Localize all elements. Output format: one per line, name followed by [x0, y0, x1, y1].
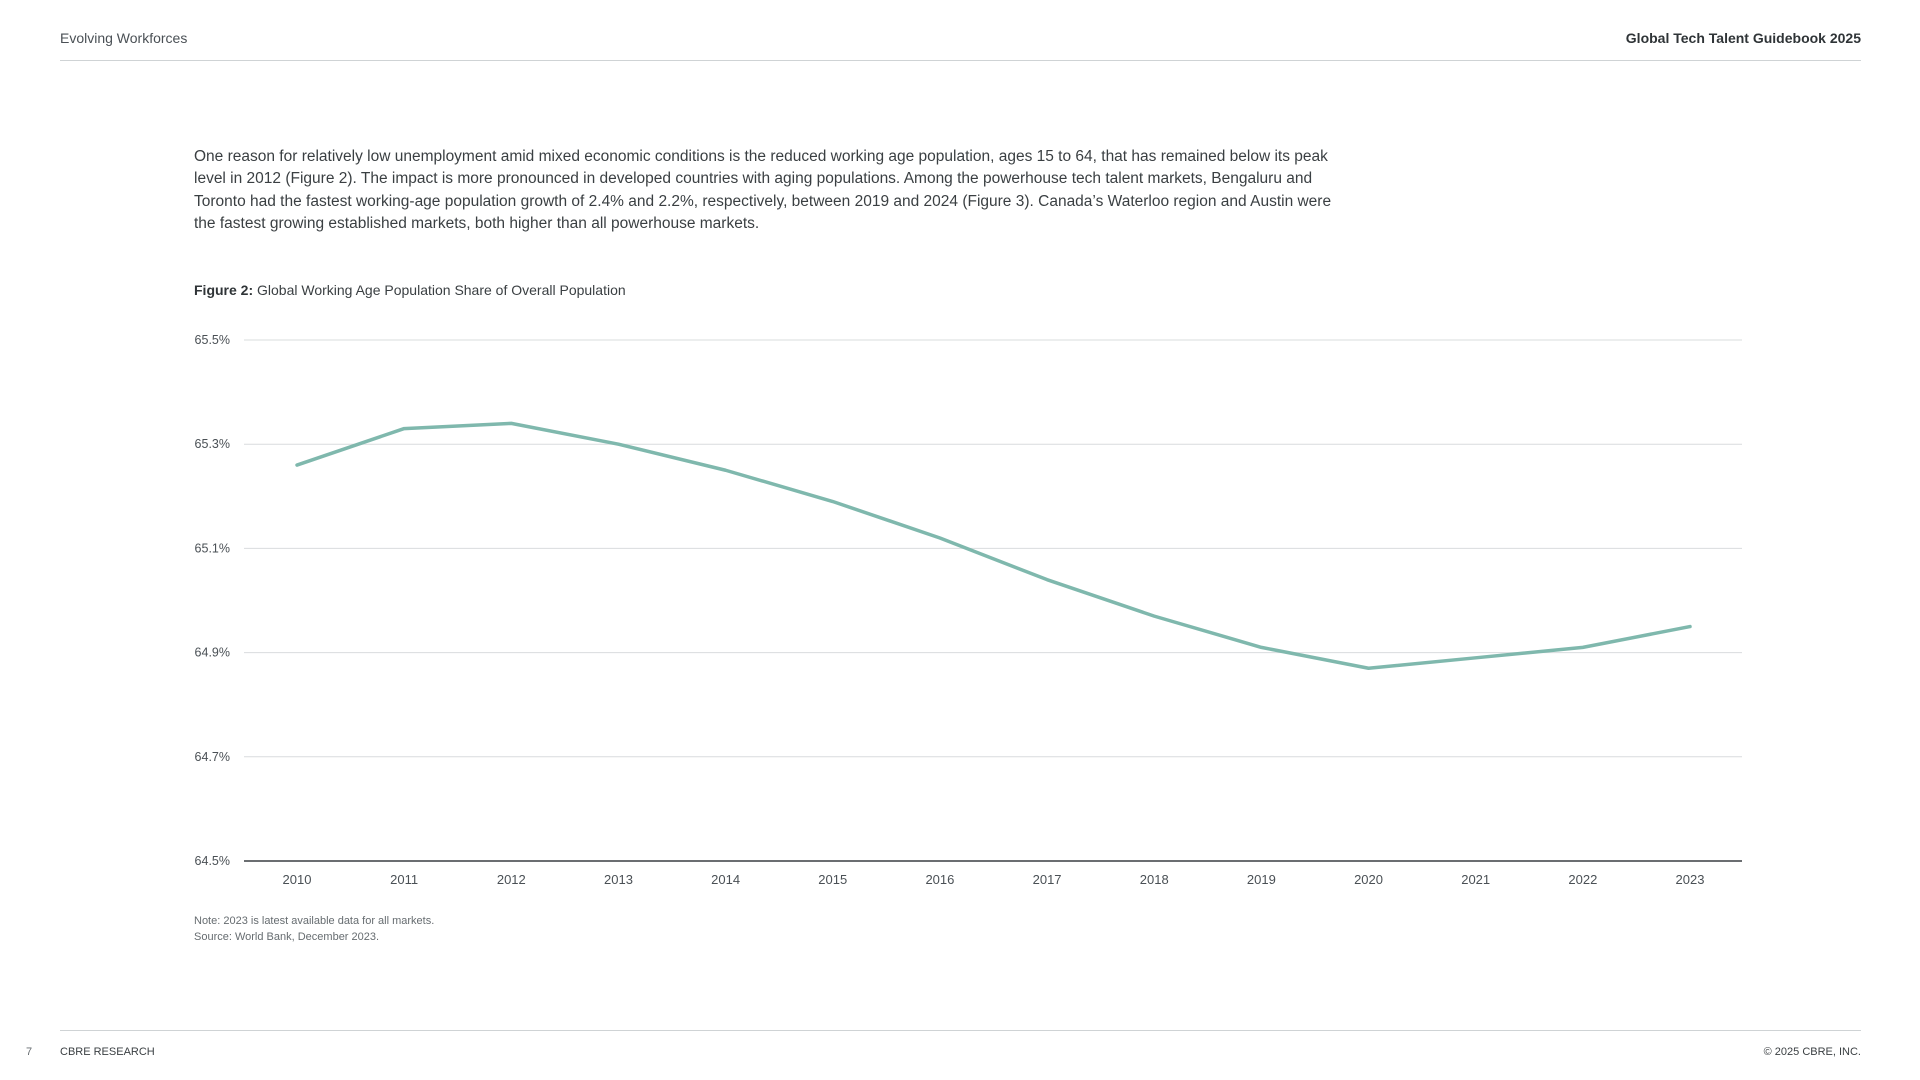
chart-source: Source: World Bank, December 2023.: [194, 931, 380, 943]
publication-title: Global Tech Talent Guidebook 2025: [1625, 30, 1861, 46]
body-paragraph: One reason for relatively low unemployme…: [194, 148, 1332, 233]
x-tick-label: 2020: [1354, 872, 1383, 887]
footer-brand: CBRE RESEARCH: [60, 1046, 155, 1058]
x-tick-label: 2010: [283, 872, 312, 887]
x-tick-label: 2018: [1140, 872, 1169, 887]
page-number: 7: [26, 1046, 33, 1058]
y-tick-label: 64.5%: [195, 854, 230, 868]
y-tick-label: 65.3%: [195, 437, 230, 451]
x-tick-label: 2016: [925, 872, 954, 887]
y-tick-label: 65.5%: [195, 333, 230, 347]
x-tick-label: 2013: [604, 872, 633, 887]
figure-caption: Figure 2: Global Working Age Population …: [194, 282, 626, 298]
figure-title-text: Global Working Age Population Share of O…: [257, 282, 626, 298]
x-tick-label: 2012: [497, 872, 526, 887]
y-tick-label: 65.1%: [195, 541, 230, 555]
x-tick-label: 2011: [390, 872, 418, 887]
x-tick-label: 2023: [1676, 872, 1705, 887]
x-tick-label: 2017: [1033, 872, 1062, 887]
chart-notes: Note: 2023 is latest available data for …: [194, 913, 434, 945]
section-title: Evolving Workforces: [60, 30, 188, 46]
x-tick-label: 2015: [818, 872, 847, 887]
y-tick-label: 64.7%: [195, 750, 230, 764]
x-tick-label: 2022: [1568, 872, 1597, 887]
x-tick-label: 2014: [711, 872, 740, 887]
series-line: [295, 421, 1692, 670]
figure-label: Figure 2:: [194, 282, 254, 298]
header-divider: [60, 60, 1861, 61]
chart-note: Note: 2023 is latest available data for …: [194, 915, 435, 927]
footer-divider: [60, 1030, 1861, 1031]
x-tick-label: 2019: [1247, 872, 1276, 887]
x-tick-label: 2021: [1461, 872, 1490, 887]
y-tick-label: 64.9%: [195, 646, 230, 660]
footer-copyright: © 2025 CBRE, INC.: [1763, 1046, 1861, 1058]
